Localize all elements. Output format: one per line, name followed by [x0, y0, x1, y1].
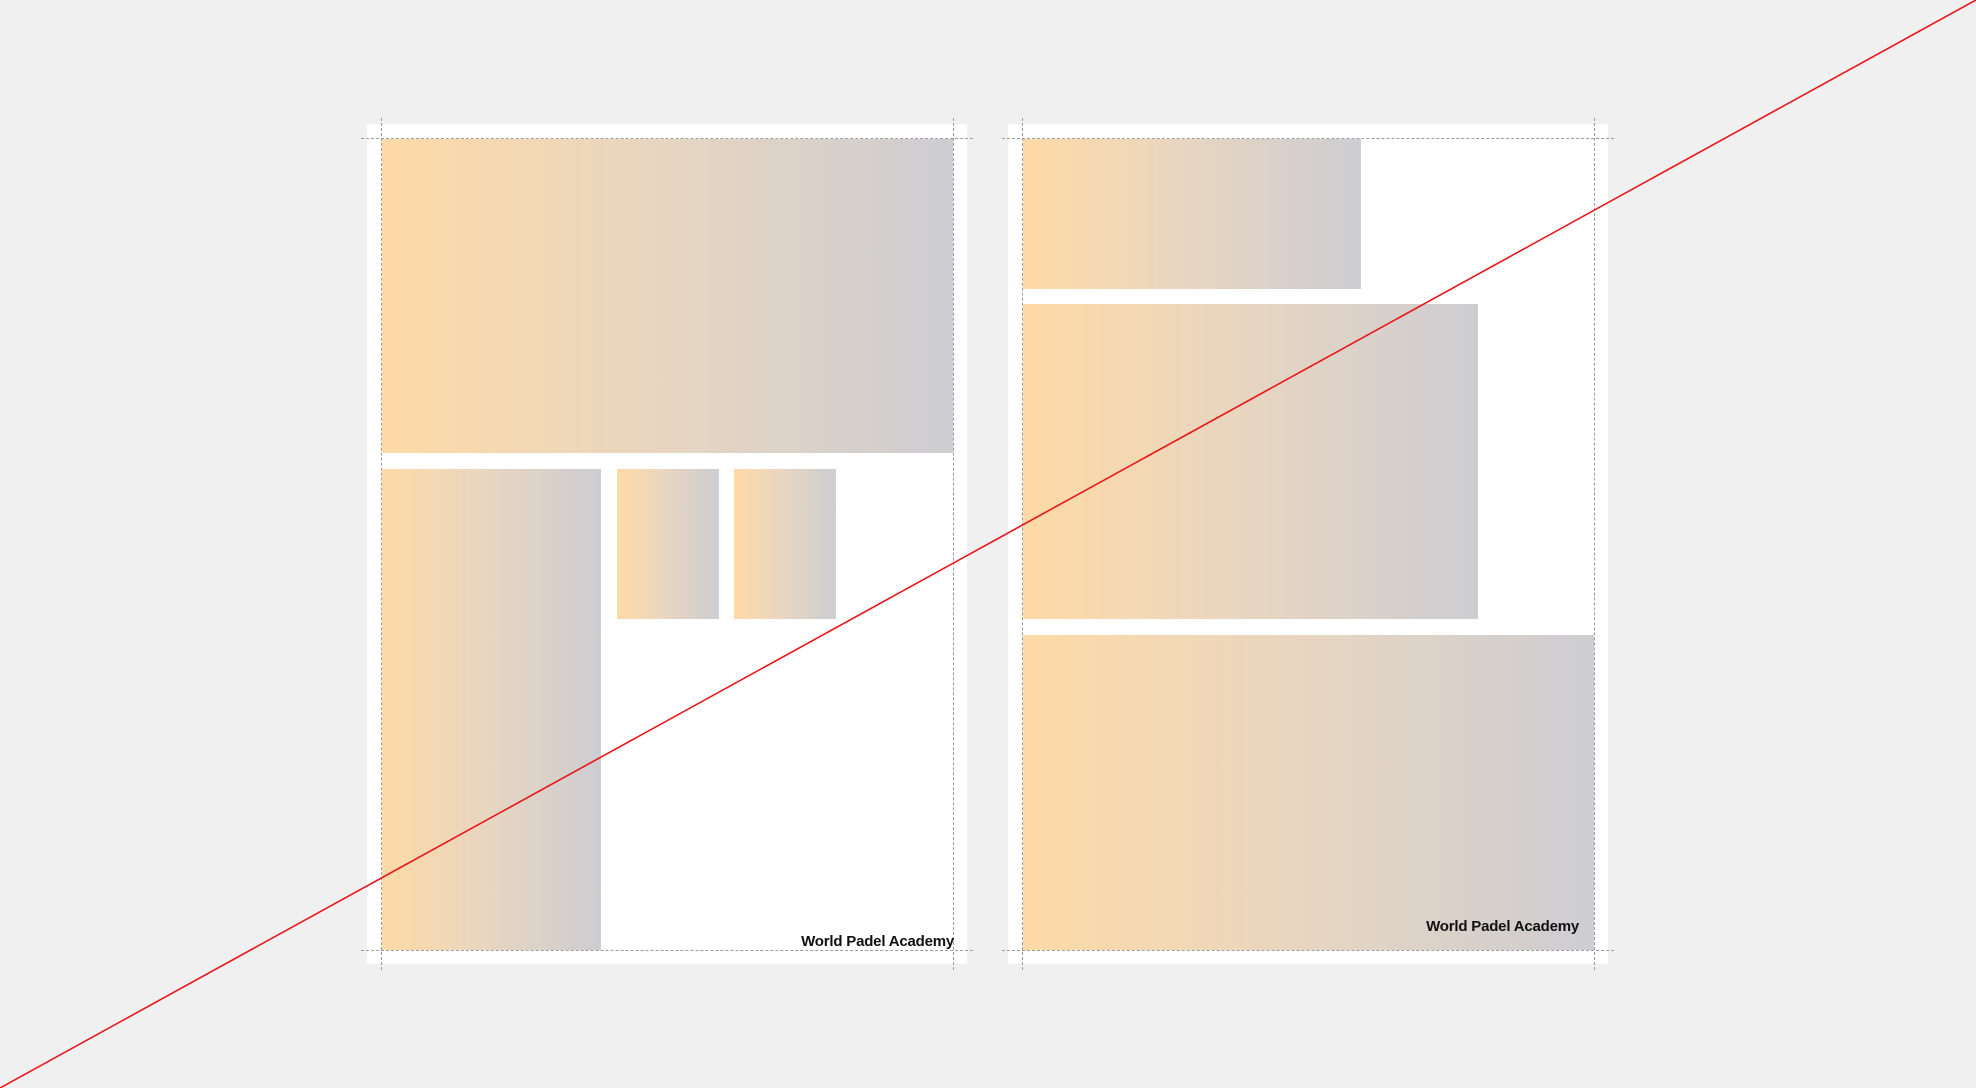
hero-image-placeholder [382, 139, 953, 453]
right-margin-guide [953, 118, 954, 970]
brand-label: World Padel Academy [801, 933, 954, 950]
tall-image-placeholder [382, 469, 601, 950]
middle-image-placeholder [1023, 304, 1478, 619]
left-page: World Padel Academy [361, 118, 973, 970]
bottom-margin-guide [361, 950, 973, 951]
right-page: World Padel Academy [1002, 118, 1614, 970]
bottom-image-placeholder [1023, 635, 1594, 950]
small-image-placeholder-2 [734, 469, 836, 619]
bottom-margin-guide [1002, 950, 1614, 951]
top-image-placeholder [1023, 139, 1361, 289]
small-image-placeholder-1 [617, 469, 719, 619]
brand-label: World Padel Academy [1426, 918, 1579, 935]
right-margin-guide [1594, 118, 1595, 970]
